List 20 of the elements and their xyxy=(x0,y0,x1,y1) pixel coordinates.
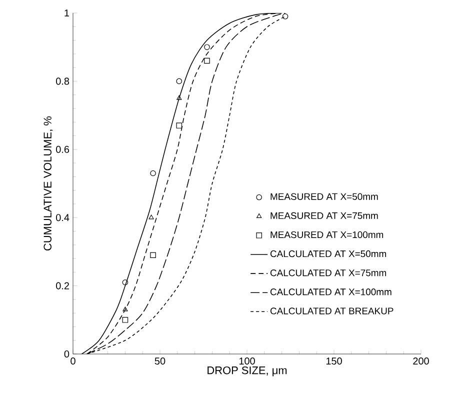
x-axis-title: DROP SIZE, μm xyxy=(208,366,287,376)
legend-label: CALCULATED AT X=50mm xyxy=(270,250,386,258)
legend-label: CALCULATED AT X=100mm xyxy=(270,288,392,296)
legend-label: CALCULATED AT BREAKUP xyxy=(270,308,394,314)
legend-label: MEASURED AT X=100mm xyxy=(270,231,384,238)
x-tick-label: 200 xyxy=(413,358,429,365)
y-tick-label: 0.2 xyxy=(56,282,69,290)
x-tick-label: 100 xyxy=(239,358,255,365)
x-tick-label: 150 xyxy=(326,358,342,365)
y-axis-title: CUMULATIVE VOLUME, % xyxy=(44,116,53,250)
y-tick-label: 0.6 xyxy=(56,146,70,153)
y-tick-label: 1 xyxy=(64,10,70,16)
x-tick-label: 50 xyxy=(154,358,166,365)
y-tick-label: 0.8 xyxy=(56,78,70,85)
legend-label: MEASURED AT X=50mm xyxy=(270,193,378,200)
y-tick-label: 0.4 xyxy=(56,214,70,222)
x-tick-label: 0 xyxy=(70,358,76,365)
legend-label: MEASURED AT X=75mm xyxy=(270,212,378,220)
y-tick-label: 0 xyxy=(64,350,70,358)
legend-label: CALCULATED AT X=75mm xyxy=(270,269,386,276)
